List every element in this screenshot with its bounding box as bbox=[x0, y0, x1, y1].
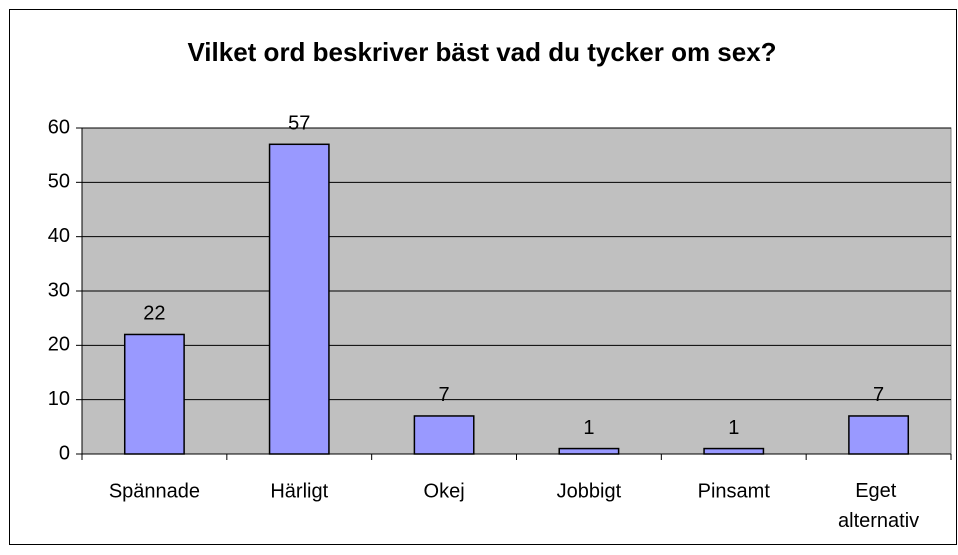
chart-title: Vilket ord beskriver bäst vad du tycker … bbox=[187, 37, 776, 67]
data-label: 7 bbox=[439, 384, 450, 406]
x-tick-label: Eget alternativ bbox=[838, 480, 919, 532]
data-label: 1 bbox=[583, 417, 594, 439]
data-label: 1 bbox=[728, 417, 739, 439]
x-tick-label: Spännade bbox=[109, 480, 200, 502]
bar bbox=[123, 333, 185, 455]
y-tick-label: 10 bbox=[48, 388, 70, 410]
x-tick-label: Härligt bbox=[270, 480, 328, 502]
bar bbox=[413, 415, 475, 455]
y-tick-label: 30 bbox=[48, 279, 70, 301]
data-label: 22 bbox=[143, 303, 165, 325]
bar bbox=[703, 447, 765, 455]
bar bbox=[558, 447, 620, 455]
y-tick-label: 50 bbox=[48, 171, 70, 193]
y-tick-label: 60 bbox=[48, 116, 70, 138]
y-tick-label: 20 bbox=[48, 334, 70, 356]
x-tick-label: Pinsamt bbox=[698, 480, 771, 502]
data-label: 7 bbox=[873, 384, 884, 406]
x-tick-label: Okej bbox=[424, 480, 465, 502]
x-tick-label: Jobbigt bbox=[557, 480, 622, 502]
data-label: 57 bbox=[288, 113, 310, 135]
y-tick-label: 40 bbox=[48, 225, 70, 247]
y-tick-label: 0 bbox=[59, 442, 70, 464]
bar bbox=[268, 143, 330, 455]
bar bbox=[848, 415, 910, 455]
